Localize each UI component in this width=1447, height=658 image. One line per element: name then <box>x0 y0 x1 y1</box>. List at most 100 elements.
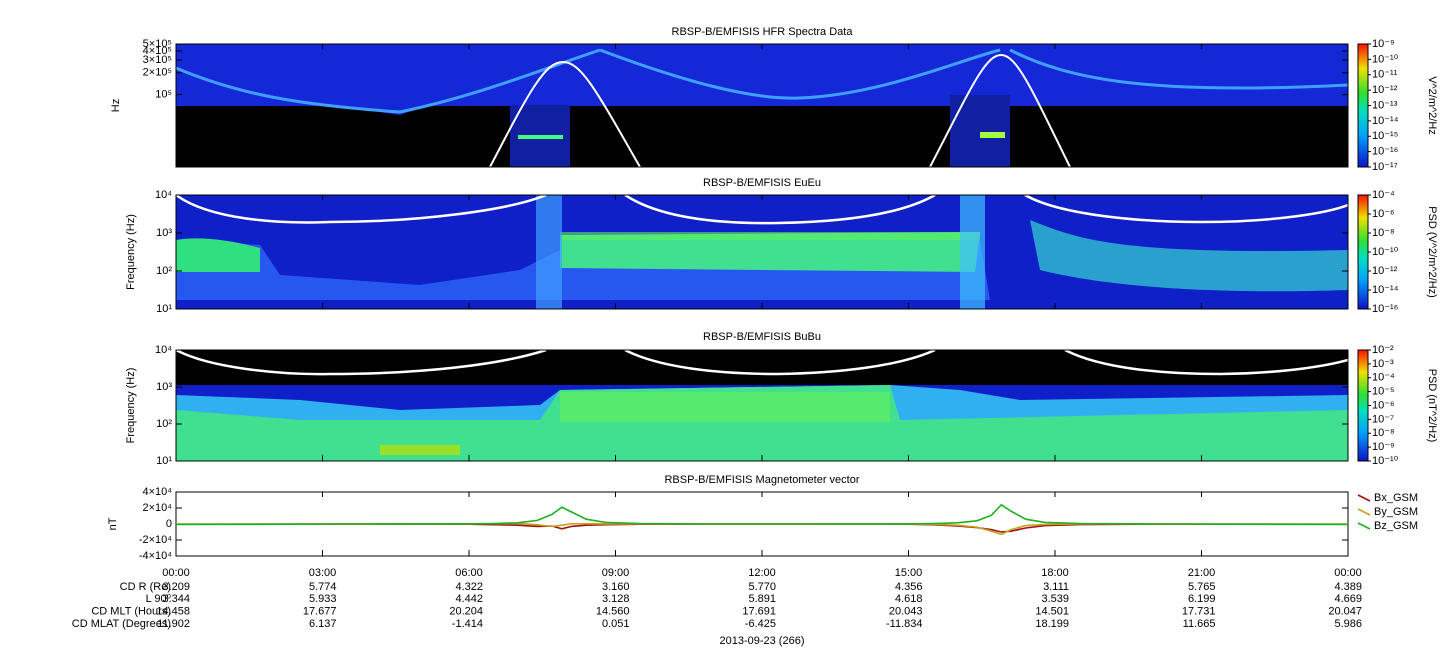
x-tick-label: 00:00 <box>162 567 190 579</box>
y-tick-label: 10² <box>156 418 172 430</box>
colorbar-tick-label: 10⁻⁸ <box>1372 427 1395 439</box>
legend-label: Bz_GSM <box>1374 520 1418 532</box>
ephemeris-value: 3.539 <box>1041 593 1069 605</box>
ephemeris-value: 20.047 <box>1328 606 1362 618</box>
ephemeris-value: 5.933 <box>309 593 337 605</box>
ephemeris-value: 5.986 <box>1334 618 1362 630</box>
ephemeris-value: 3.160 <box>602 581 630 593</box>
colorbar-tick-label: 10⁻¹⁷ <box>1372 161 1398 173</box>
panel-title: RBSP-B/EMFISIS Magnetometer vector <box>664 474 859 486</box>
ephemeris-value: 14.501 <box>1035 606 1069 618</box>
x-tick-label: 15:00 <box>895 567 923 579</box>
ephemeris-value: 5.765 <box>1188 581 1216 593</box>
x-tick-label: 18:00 <box>1041 567 1069 579</box>
plot-frame <box>175 194 1349 310</box>
ephemeris-value: 14.560 <box>596 606 630 618</box>
y-tick-label: 10¹ <box>156 303 172 315</box>
colorbar-tick-label: 10⁻¹⁰ <box>1372 53 1399 65</box>
x-tick-label: 00:00 <box>1334 567 1362 579</box>
ephemeris-label: CD R (Re) <box>120 581 171 593</box>
colorbar <box>1357 349 1369 462</box>
legend-label: By_GSM <box>1374 506 1418 518</box>
ephemeris-value: 17.691 <box>742 606 776 618</box>
panel-title: RBSP-B/EMFISIS BuBu <box>703 331 821 343</box>
colorbar-tick-label: 10⁻¹⁰ <box>1372 455 1399 467</box>
colorbar-tick-label: 10⁻⁸ <box>1372 227 1395 239</box>
data-line <box>175 523 1349 533</box>
y-tick-label: 10⁴ <box>155 344 172 356</box>
y-axis-label: Frequency (Hz) <box>125 368 137 444</box>
ephemeris-value: 3.128 <box>602 593 630 605</box>
colorbar-tick-label: 10⁻¹⁵ <box>1372 130 1398 142</box>
spectrogram-image <box>176 195 1348 309</box>
colorbar-tick-label: 10⁻⁶ <box>1372 399 1395 411</box>
x-tick-label: 03:00 <box>309 567 337 579</box>
colorbar <box>1357 194 1369 310</box>
ephemeris-value: 6.137 <box>309 618 337 630</box>
ephemeris-value: -6.425 <box>745 618 776 630</box>
colorbar-tick-label: 10⁻⁴ <box>1372 189 1395 201</box>
colorbar-label: PSD (nT^2/Hz) <box>1426 369 1438 443</box>
y-tick-label: 10³ <box>156 227 172 239</box>
y-tick-label: -2×10⁴ <box>139 534 172 546</box>
data-line <box>175 503 1349 526</box>
legend-label: Bx_GSM <box>1374 492 1418 504</box>
x-tick-label: 06:00 <box>455 567 483 579</box>
ephemeris-value: 14.458 <box>156 606 190 618</box>
ephemeris-value: 17.731 <box>1182 606 1216 618</box>
y-tick-label: 10⁵ <box>155 89 172 101</box>
colorbar-tick-label: 10⁻⁹ <box>1372 38 1395 50</box>
colorbar <box>1357 43 1369 168</box>
plot-frame <box>175 43 1349 168</box>
panel-title: RBSP-B/EMFISIS EuEu <box>703 177 821 189</box>
colorbar-tick-label: 10⁻¹² <box>1372 84 1398 96</box>
ephemeris-value: 20.204 <box>449 606 483 618</box>
colorbar-tick-label: 10⁻⁶ <box>1372 208 1395 220</box>
ephemeris-value: 20.043 <box>889 606 923 618</box>
colorbar-tick-label: 10⁻¹⁰ <box>1372 246 1399 258</box>
ephemeris-value: -11.834 <box>886 618 923 630</box>
ephemeris-value: 18.199 <box>1035 618 1069 630</box>
colorbar-tick-label: 10⁻¹² <box>1372 265 1398 277</box>
x-tick-label: 09:00 <box>602 567 630 579</box>
ephemeris-value: 3.209 <box>162 581 190 593</box>
chart-content: RBSP-B/EMFISIS HFR Spectra DataHz5×10⁵4×… <box>72 26 1438 647</box>
ephemeris-value: 3.344 <box>162 593 190 605</box>
colorbar-tick-label: 10⁻² <box>1372 344 1394 356</box>
colorbar-tick-label: 10⁻¹¹ <box>1372 69 1398 81</box>
ephemeris-value: 4.442 <box>455 593 483 605</box>
y-tick-label: 0 <box>166 518 172 530</box>
ephemeris-label: CD MLT (Hours) <box>91 606 171 618</box>
ephemeris-value: 4.389 <box>1334 581 1362 593</box>
y-axis-label: Hz <box>110 99 122 112</box>
colorbar-tick-label: 10⁻⁹ <box>1372 441 1395 453</box>
y-tick-label: 5×10⁵ <box>143 38 172 50</box>
y-tick-label: 2×10⁴ <box>142 502 172 514</box>
ephemeris-value: 5.770 <box>748 581 776 593</box>
ephemeris-value: 3.111 <box>1043 581 1069 593</box>
colorbar-tick-label: 10⁻¹⁴ <box>1372 284 1399 296</box>
ephemeris-value: 11.902 <box>157 618 190 630</box>
colorbar-tick-label: 10⁻³ <box>1372 358 1394 370</box>
legend-swatch <box>1357 494 1371 502</box>
colorbar-tick-label: 10⁻⁴ <box>1372 372 1395 384</box>
y-tick-label: 10² <box>156 265 172 277</box>
ephemeris-value: 4.669 <box>1334 593 1362 605</box>
colorbar-tick-label: 10⁻¹⁶ <box>1372 146 1398 158</box>
ephemeris-value: 17.677 <box>303 606 337 618</box>
spectrogram-image <box>176 350 1348 461</box>
colorbar-tick-label: 10⁻⁵ <box>1372 386 1395 398</box>
x-tick-label: 12:00 <box>748 567 776 579</box>
y-tick-label: 4×10⁵ <box>143 45 172 57</box>
colorbar-label: PSD (V^2/m^2/Hz) <box>1426 206 1438 298</box>
ephemeris-label: CD MLAT (Degrees) <box>72 618 171 630</box>
plot-frame <box>175 349 1349 462</box>
y-tick-label: 10⁴ <box>155 189 172 201</box>
x-tick-label: 21:00 <box>1188 567 1216 579</box>
colorbar-tick-label: 10⁻¹³ <box>1372 99 1398 111</box>
data-line <box>176 522 1348 536</box>
ephemeris-label: L 90⁰ <box>146 593 172 605</box>
legend-swatch <box>1357 522 1371 530</box>
ephemeris-value: 4.356 <box>895 581 923 593</box>
